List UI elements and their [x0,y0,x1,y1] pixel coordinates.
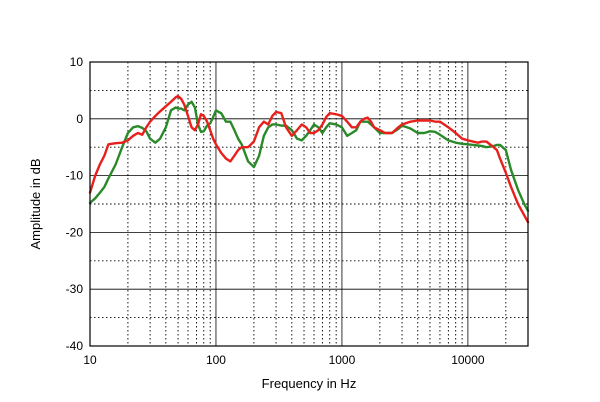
minor-gridlines [90,62,528,346]
series-line-green [88,100,530,213]
y-axis-label: Amplitude in dB [28,158,43,249]
x-tick-label: 100 [206,353,226,367]
x-axis-label: Frequency in Hz [262,376,357,391]
y-tick-label: 0 [76,112,83,126]
x-tick-label: 1000 [329,353,356,367]
x-tick-labels: 10 100 1000 10000 [83,353,485,367]
series-layer [88,94,530,224]
plot-frame [89,61,529,347]
x-tick-label: 10000 [451,353,485,367]
y-tick-label: -20 [66,225,84,239]
x-tick-label: 10 [83,353,97,367]
y-tick-label: -30 [66,282,84,296]
y-tick-label: -40 [66,339,84,353]
y-tick-labels: 10 0 -10 -20 -30 -40 [66,55,84,353]
series-line-red [88,94,530,224]
y-tick-label: 10 [70,55,84,69]
y-tick-label: -10 [66,169,84,183]
